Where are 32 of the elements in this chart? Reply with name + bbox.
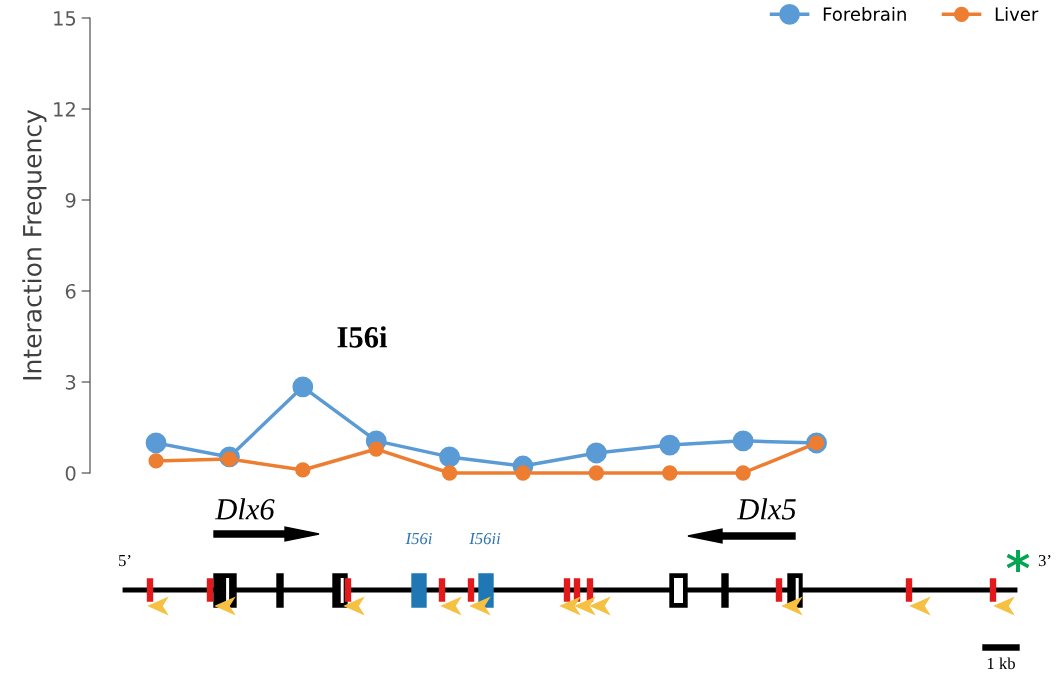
- point: [659, 434, 681, 456]
- y-tick-label: 3: [65, 374, 76, 390]
- legend-label: Liver: [995, 6, 1039, 21]
- text: Dlx5: [736, 498, 796, 520]
- y-tick-label: 9: [65, 192, 76, 208]
- text: *: [1006, 549, 1030, 572]
- y-tick-label: 0: [65, 465, 76, 481]
- text: 1 kb: [987, 657, 1015, 670]
- point: [732, 430, 754, 452]
- point: [295, 462, 311, 478]
- y-tick-label: 15: [54, 11, 76, 26]
- point: [148, 453, 164, 469]
- point: [439, 446, 461, 468]
- y-tick-label: 12: [54, 101, 75, 117]
- legend-label: Forebrain: [823, 6, 906, 21]
- y-tick-label: 6: [65, 283, 76, 299]
- point: [292, 376, 314, 398]
- point: [662, 465, 678, 481]
- text: Dlx6: [214, 498, 275, 520]
- text: I56i: [405, 532, 432, 545]
- point: [368, 441, 384, 457]
- point: [145, 432, 167, 454]
- point: [515, 465, 531, 481]
- y-axis-title: Interaction Frequency: [22, 109, 47, 380]
- point: [588, 465, 605, 481]
- point: [441, 465, 458, 481]
- point: [585, 442, 607, 464]
- text: 3’: [1038, 554, 1051, 567]
- point: [735, 465, 751, 481]
- text: I56ii: [469, 532, 501, 545]
- annotation: I56i: [337, 326, 388, 348]
- text: 5’: [119, 554, 131, 567]
